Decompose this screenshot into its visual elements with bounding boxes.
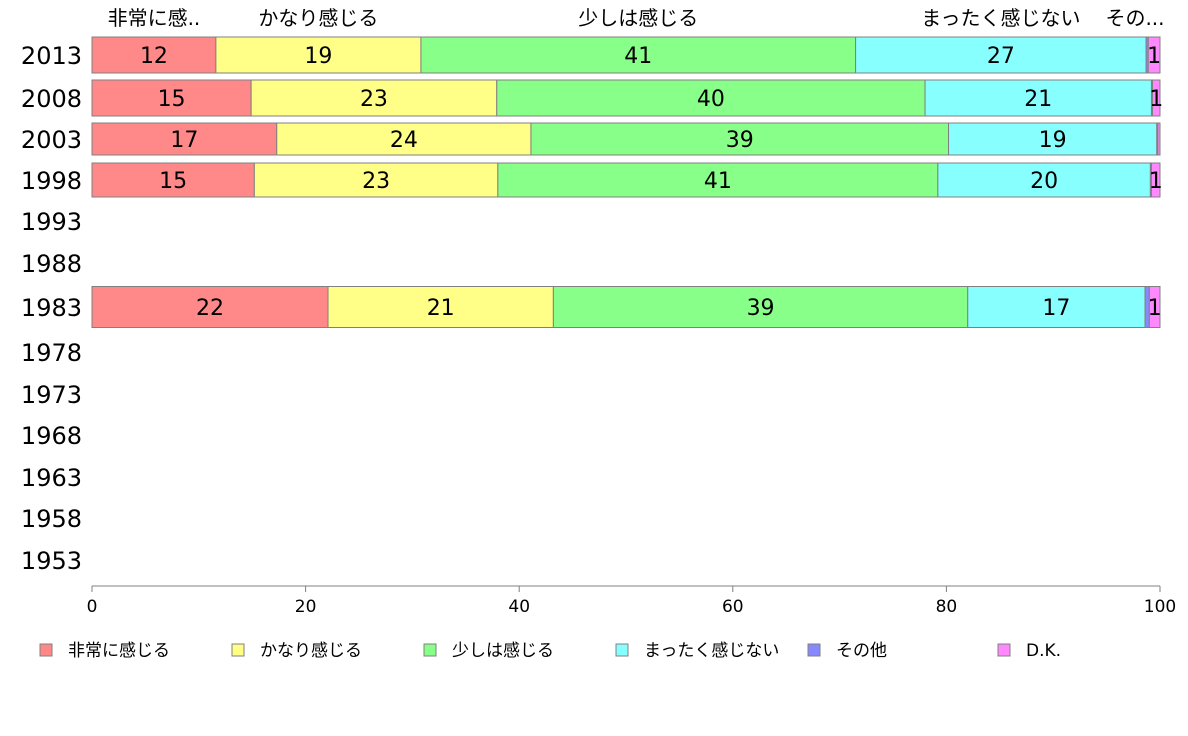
top-category-label: かなり感じる — [258, 6, 378, 30]
bar-segment — [250, 79, 498, 117]
legend-label: その他 — [836, 641, 887, 661]
top-category-label: まったく感じない — [921, 6, 1080, 30]
bar-value-label: 1 — [1149, 169, 1163, 194]
year-label: 1993 — [21, 208, 82, 236]
bar-value-label: 41 — [624, 44, 652, 69]
bar-segment — [1152, 79, 1161, 117]
year-label: 1968 — [21, 422, 82, 450]
bar-value-label: 21 — [1024, 87, 1052, 112]
x-tick-label: 80 — [936, 597, 958, 617]
legend-swatch — [39, 643, 53, 657]
bar-value-label: 39 — [726, 128, 754, 153]
legend-label: かなり感じる — [260, 641, 362, 661]
bar-value-label: 19 — [304, 44, 332, 69]
bar-value-label: 21 — [427, 296, 455, 321]
bar-segment — [91, 36, 217, 74]
legend-swatch — [231, 643, 245, 657]
bar-value-label: 17 — [170, 128, 198, 153]
bar-segment — [1148, 286, 1161, 328]
bar-segment — [530, 122, 950, 156]
bar-value-label: 17 — [1042, 296, 1070, 321]
year-label: 1988 — [21, 250, 82, 278]
year-label: 1973 — [21, 381, 82, 409]
legend-swatch — [997, 643, 1011, 657]
bar-segment — [1147, 36, 1161, 74]
bar-value-label: 27 — [987, 44, 1015, 69]
bar-value-label: 15 — [158, 87, 186, 112]
bar-segment — [496, 79, 926, 117]
bar-segment — [276, 122, 532, 156]
bar-value-label: 40 — [697, 87, 725, 112]
bar-segment — [1150, 162, 1161, 198]
bar-value-label: 1 — [1147, 44, 1161, 69]
bar-value-label: 20 — [1030, 169, 1058, 194]
bar-value-label: 39 — [747, 296, 775, 321]
year-label: 1953 — [21, 547, 82, 575]
bar-value-label: 19 — [1039, 128, 1067, 153]
bar-value-label: 24 — [390, 128, 418, 153]
bar-segment — [948, 122, 1158, 156]
year-label: 1998 — [21, 167, 82, 195]
x-tick-label: 0 — [87, 597, 98, 617]
x-tick-label: 40 — [508, 597, 530, 617]
legend-label: 非常に感じる — [68, 641, 170, 661]
bar-segment — [552, 286, 969, 328]
bar-value-label: 1 — [1149, 87, 1163, 112]
x-tick-label: 20 — [295, 597, 317, 617]
x-tick-label: 60 — [722, 597, 744, 617]
legend-swatch — [615, 643, 629, 657]
legend-label: 少しは感じる — [452, 641, 554, 661]
bar-segment — [967, 286, 1146, 328]
bar-segment — [1157, 122, 1161, 156]
bar-segment — [327, 286, 554, 328]
bar-segment — [215, 36, 422, 74]
bar-value-label: 23 — [362, 169, 390, 194]
bar-segment — [91, 79, 252, 117]
year-label: 2008 — [21, 85, 82, 113]
bar-value-label: 22 — [196, 296, 224, 321]
bar-segment — [855, 36, 1147, 74]
legend-label: D.K. — [1026, 641, 1061, 661]
bar-segment — [924, 79, 1152, 117]
bar-value-label: 41 — [704, 169, 732, 194]
bar-value-label: 12 — [140, 44, 168, 69]
year-label: 1958 — [21, 505, 82, 533]
bar-value-label: 23 — [360, 87, 388, 112]
year-label: 1983 — [21, 294, 82, 322]
bar-segment — [420, 36, 857, 74]
year-label: 1963 — [21, 464, 82, 492]
year-label: 2003 — [21, 126, 82, 154]
top-category-label: 少しは感じる — [578, 6, 698, 30]
bar-segment — [91, 162, 255, 198]
bar-value-label: 1 — [1148, 296, 1162, 321]
legend-swatch — [807, 643, 821, 657]
legend-label: まったく感じない — [644, 641, 779, 661]
bar-value-label: 15 — [159, 169, 187, 194]
year-label: 1978 — [21, 339, 82, 367]
x-tick-label: 100 — [1144, 597, 1176, 617]
top-category-label: その... — [1105, 6, 1164, 30]
year-label: 2013 — [21, 42, 82, 70]
top-category-label: 非常に感.. — [108, 6, 201, 30]
bar-segment — [91, 286, 329, 328]
legend-swatch — [423, 643, 437, 657]
